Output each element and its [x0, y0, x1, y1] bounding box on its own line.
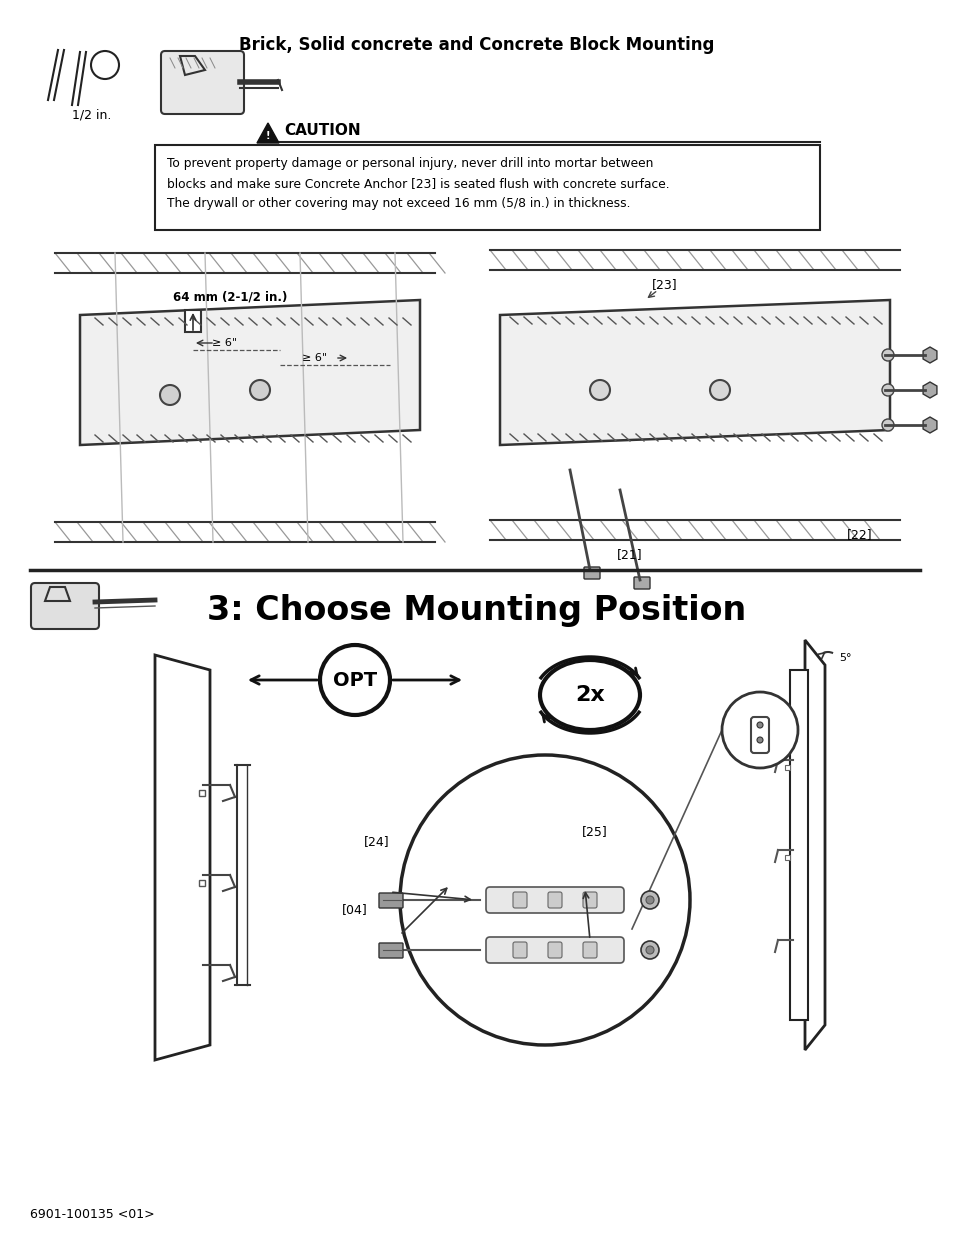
Bar	[784, 855, 789, 860]
Circle shape	[721, 692, 797, 768]
Text: 5°: 5°	[838, 653, 850, 663]
Circle shape	[589, 380, 609, 400]
Polygon shape	[789, 671, 807, 1020]
Polygon shape	[180, 56, 205, 75]
Text: [22]: [22]	[846, 529, 872, 541]
Circle shape	[640, 941, 659, 960]
FancyBboxPatch shape	[583, 567, 599, 579]
Bar	[784, 764, 789, 769]
FancyBboxPatch shape	[513, 942, 526, 958]
Text: 64 mm (2-1/2 in.): 64 mm (2-1/2 in.)	[172, 290, 287, 304]
Polygon shape	[154, 655, 210, 1060]
Circle shape	[882, 350, 893, 361]
FancyBboxPatch shape	[547, 892, 561, 908]
Text: [24]: [24]	[364, 836, 390, 848]
Text: !: !	[266, 131, 270, 141]
Circle shape	[757, 737, 762, 743]
Text: 3: Choose Mounting Position: 3: Choose Mounting Position	[207, 594, 746, 626]
Circle shape	[645, 946, 654, 953]
Text: ≥ 6": ≥ 6"	[213, 338, 237, 348]
FancyBboxPatch shape	[30, 583, 99, 629]
FancyBboxPatch shape	[513, 892, 526, 908]
Text: OPT: OPT	[333, 671, 376, 689]
Bar	[154, 144, 820, 230]
Circle shape	[709, 380, 729, 400]
Text: [21]: [21]	[617, 548, 642, 562]
Text: The drywall or other covering may not exceed 16 mm (5/8 in.) in thickness.: The drywall or other covering may not ex…	[167, 198, 630, 210]
Text: To prevent property damage or personal injury, never drill into mortar between: To prevent property damage or personal i…	[167, 157, 653, 170]
Text: [23]: [23]	[652, 279, 677, 291]
Polygon shape	[45, 587, 70, 601]
FancyBboxPatch shape	[378, 893, 402, 908]
Text: 2x: 2x	[575, 685, 604, 705]
Circle shape	[645, 897, 654, 904]
FancyBboxPatch shape	[378, 944, 402, 958]
FancyBboxPatch shape	[750, 718, 768, 753]
Polygon shape	[256, 124, 278, 143]
Circle shape	[640, 890, 659, 909]
Text: [25]: [25]	[581, 825, 607, 839]
FancyBboxPatch shape	[547, 942, 561, 958]
Polygon shape	[80, 300, 419, 445]
Polygon shape	[499, 300, 889, 445]
FancyBboxPatch shape	[485, 887, 623, 913]
Text: ≥ 6": ≥ 6"	[302, 353, 327, 363]
Text: 1/2 in.: 1/2 in.	[72, 109, 112, 121]
Circle shape	[399, 755, 689, 1045]
Text: [04]: [04]	[342, 904, 368, 916]
FancyBboxPatch shape	[161, 51, 244, 114]
Bar	[199, 881, 205, 885]
Bar	[199, 790, 205, 797]
Polygon shape	[804, 640, 824, 1050]
Text: 6901-100135 <01>: 6901-100135 <01>	[30, 1209, 154, 1221]
Circle shape	[882, 419, 893, 431]
Text: blocks and make sure Concrete Anchor [23] is seated flush with concrete surface.: blocks and make sure Concrete Anchor [23…	[167, 177, 669, 190]
Circle shape	[882, 384, 893, 396]
FancyBboxPatch shape	[582, 892, 597, 908]
Circle shape	[757, 722, 762, 727]
Bar	[185, 310, 201, 332]
FancyBboxPatch shape	[582, 942, 597, 958]
FancyBboxPatch shape	[485, 937, 623, 963]
FancyBboxPatch shape	[634, 577, 649, 589]
Circle shape	[250, 380, 270, 400]
Text: CAUTION: CAUTION	[284, 122, 360, 137]
Circle shape	[160, 385, 180, 405]
Text: Brick, Solid concrete and Concrete Block Mounting: Brick, Solid concrete and Concrete Block…	[239, 36, 714, 54]
